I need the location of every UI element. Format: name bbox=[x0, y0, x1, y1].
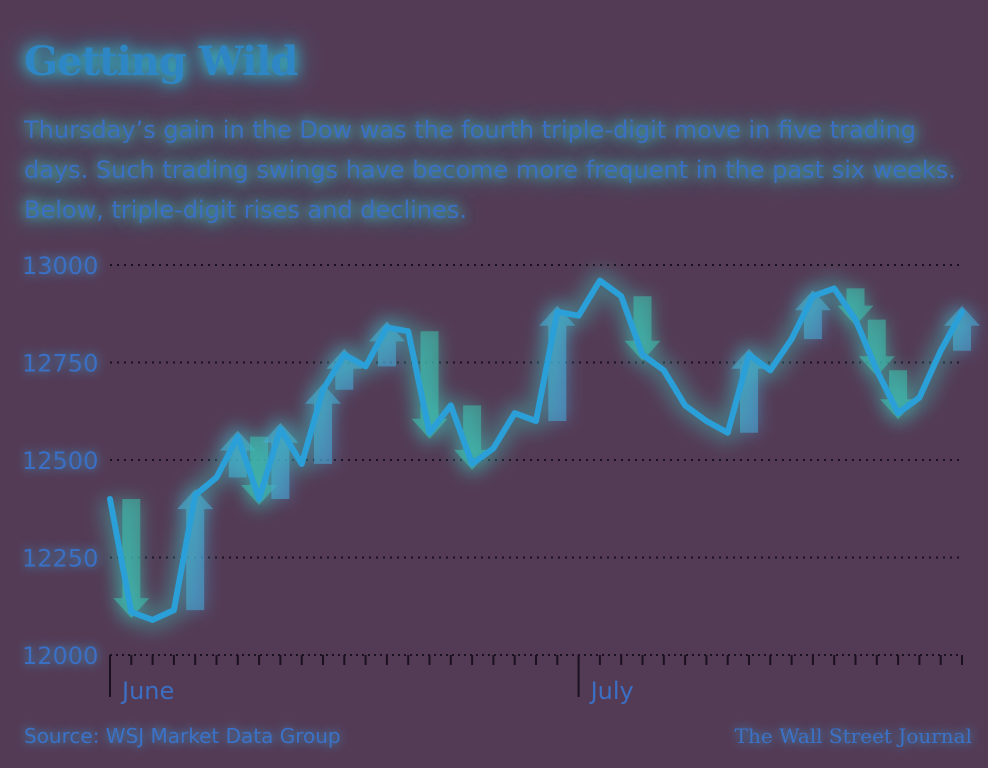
data-point bbox=[299, 461, 305, 467]
data-point bbox=[192, 492, 198, 498]
data-point bbox=[725, 430, 731, 436]
y-tick-label: 13000 bbox=[22, 252, 98, 280]
data-point bbox=[427, 430, 432, 436]
y-tick-label: 12000 bbox=[22, 642, 98, 670]
data-point bbox=[576, 313, 582, 319]
data-point bbox=[916, 395, 922, 401]
x-axis: June July bbox=[109, 654, 963, 705]
data-point bbox=[640, 352, 645, 358]
data-point bbox=[661, 367, 667, 373]
source-note: Source: WSJ Market Data Group bbox=[24, 724, 341, 748]
data-point bbox=[853, 317, 858, 323]
data-point bbox=[618, 293, 624, 299]
data-point bbox=[214, 475, 219, 481]
data-point bbox=[554, 309, 560, 315]
y-axis-ticks: 12000 12250 12500 12750 13000 bbox=[22, 252, 98, 670]
y-tick-label: 12500 bbox=[22, 447, 98, 475]
data-point bbox=[256, 496, 262, 502]
publisher-credit: The Wall Street Journal bbox=[734, 724, 972, 748]
data-point bbox=[405, 328, 411, 334]
data-point bbox=[746, 352, 752, 358]
data-point bbox=[895, 410, 901, 416]
data-point bbox=[682, 402, 688, 408]
data-point bbox=[789, 336, 795, 342]
data-point bbox=[703, 418, 709, 424]
data-point bbox=[107, 496, 113, 502]
data-point bbox=[448, 402, 454, 408]
x-tick-label: July bbox=[589, 677, 634, 705]
chart-subtitle: Thursday’s gain in the Dow was the fourt… bbox=[24, 116, 956, 224]
y-tick-label: 12750 bbox=[22, 350, 98, 378]
data-point bbox=[810, 293, 816, 299]
data-point bbox=[150, 617, 156, 623]
series-layer bbox=[99, 269, 972, 631]
data-point bbox=[831, 285, 837, 291]
data-point bbox=[128, 609, 134, 615]
y-tick-label: 12250 bbox=[22, 545, 98, 573]
data-point bbox=[490, 445, 496, 451]
data-point bbox=[469, 461, 475, 467]
data-point bbox=[235, 434, 241, 440]
data-point bbox=[171, 607, 177, 613]
data-point bbox=[597, 278, 603, 284]
chart-title: Getting Wild bbox=[24, 38, 298, 85]
x-tick-label: June bbox=[120, 677, 174, 705]
data-point bbox=[341, 352, 347, 358]
data-point bbox=[363, 363, 369, 369]
data-point bbox=[874, 367, 880, 373]
series-glow bbox=[99, 269, 972, 631]
data-point bbox=[767, 367, 773, 373]
data-point bbox=[959, 309, 965, 315]
data-point bbox=[384, 324, 390, 330]
data-point bbox=[512, 410, 518, 416]
data-point bbox=[533, 418, 539, 424]
data-point bbox=[938, 348, 944, 354]
data-point bbox=[320, 387, 326, 393]
data-point bbox=[277, 426, 283, 432]
